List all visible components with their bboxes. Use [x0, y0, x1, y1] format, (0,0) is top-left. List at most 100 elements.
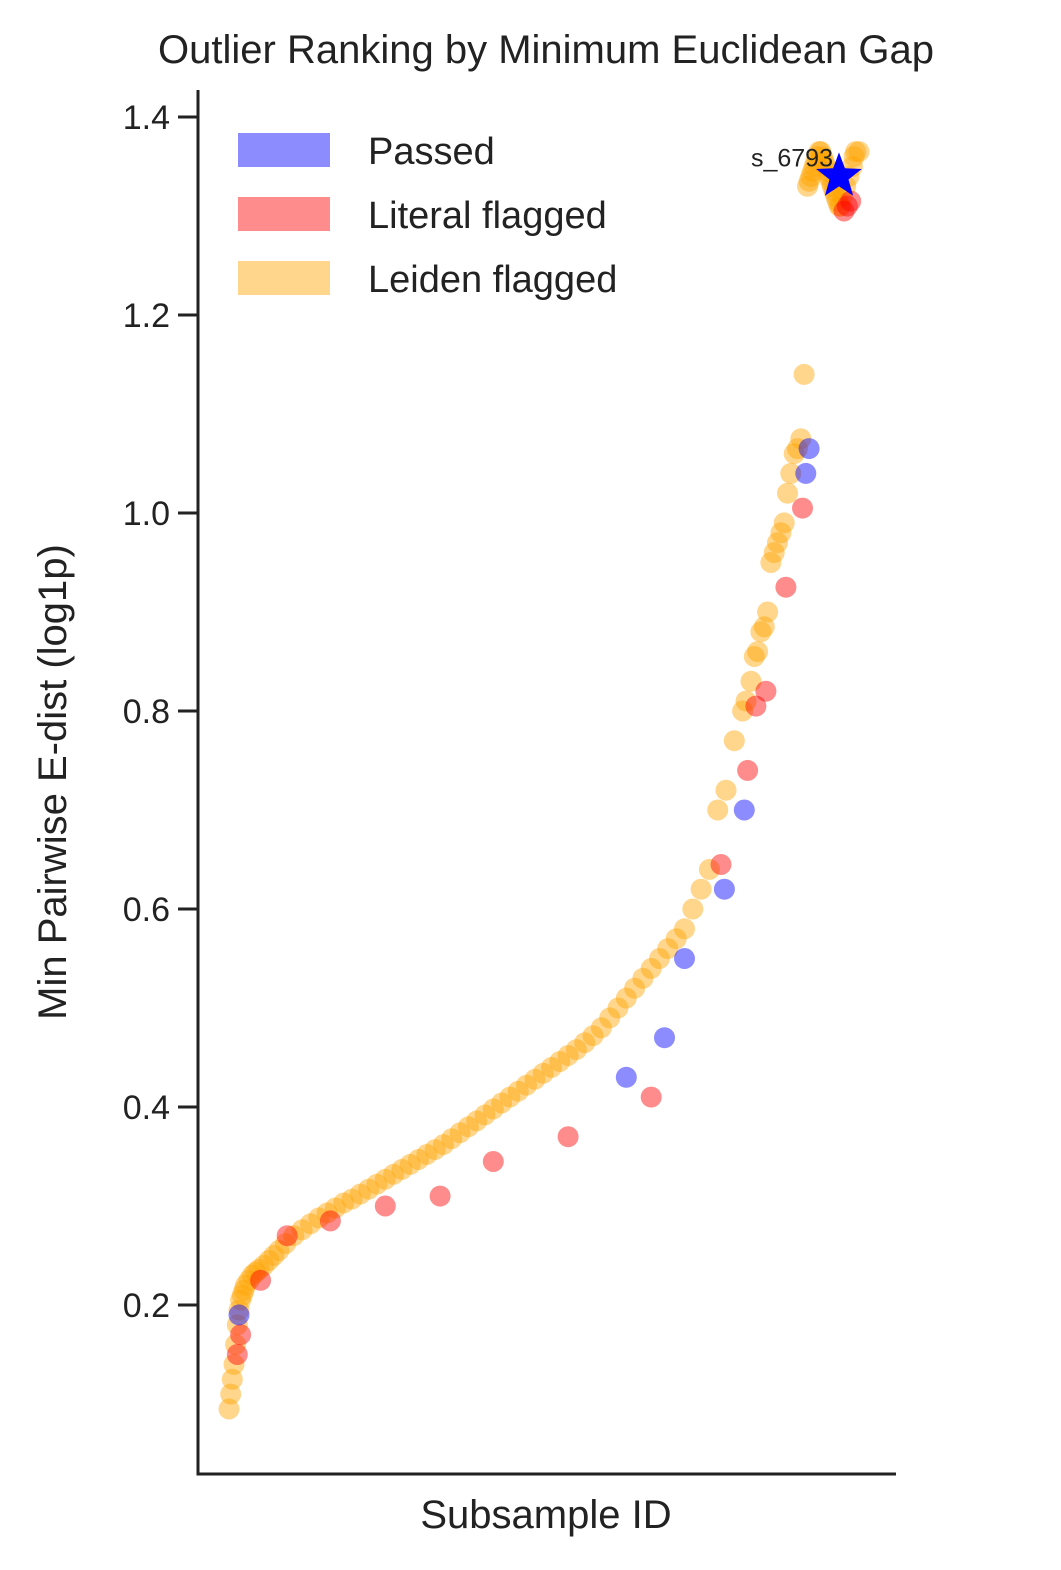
data-point	[221, 1368, 243, 1390]
data-point	[366, 1173, 388, 1195]
data-point	[449, 1122, 471, 1144]
data-point	[499, 1086, 521, 1108]
data-point	[230, 1324, 252, 1346]
data-point	[524, 1068, 546, 1090]
data-point	[226, 1344, 248, 1365]
data-point	[750, 621, 772, 643]
data-point	[780, 462, 802, 484]
data-point	[516, 1074, 537, 1096]
legend-swatch	[238, 261, 330, 295]
data-point	[732, 700, 754, 722]
data-point	[574, 1032, 596, 1054]
data-point	[300, 1213, 321, 1235]
data-point	[235, 1274, 257, 1296]
data-point	[429, 1185, 451, 1207]
data-point	[223, 1353, 245, 1375]
legend-swatch	[238, 197, 330, 231]
points-layer	[218, 141, 870, 1420]
data-point	[795, 462, 817, 484]
data-point	[248, 1258, 270, 1280]
data-point	[757, 601, 779, 623]
data-point	[840, 190, 862, 212]
data-point	[482, 1098, 504, 1120]
data-point	[615, 1066, 637, 1088]
data-point	[391, 1158, 413, 1180]
data-point	[482, 1151, 504, 1172]
data-point	[399, 1153, 421, 1175]
data-point	[657, 938, 679, 960]
data-point	[690, 878, 712, 900]
data-point	[565, 1039, 587, 1061]
data-point	[710, 854, 732, 875]
data-point	[640, 1086, 662, 1108]
data-point	[806, 146, 828, 168]
data-point	[276, 1225, 298, 1247]
data-point	[798, 438, 820, 460]
data-point	[615, 987, 637, 1009]
data-point	[826, 190, 848, 212]
y-tick-label: 0.4	[123, 1089, 170, 1127]
data-point	[557, 1126, 579, 1148]
data-point	[466, 1110, 488, 1132]
data-point	[760, 552, 782, 573]
data-point	[474, 1104, 496, 1126]
data-point	[532, 1062, 554, 1084]
data-point	[228, 1304, 250, 1326]
data-point	[238, 1269, 260, 1291]
highlight-annotation: s_6793	[751, 144, 833, 172]
data-point	[424, 1139, 446, 1161]
data-point	[773, 512, 795, 534]
data-point	[753, 616, 775, 638]
data-point	[800, 165, 822, 187]
y-tick-label: 0.6	[123, 891, 170, 929]
data-point	[803, 156, 825, 177]
data-point	[231, 1284, 253, 1306]
data-point	[682, 898, 704, 920]
data-point	[220, 1383, 242, 1405]
data-point	[707, 799, 729, 821]
data-point	[374, 1168, 396, 1190]
data-point	[723, 730, 745, 752]
data-point	[674, 918, 695, 940]
data-point	[747, 641, 769, 663]
data-point	[833, 200, 855, 222]
data-point	[811, 146, 833, 168]
data-point	[698, 858, 720, 880]
data-point	[253, 1254, 275, 1276]
data-point	[308, 1207, 330, 1229]
y-tick-label: 0.2	[123, 1287, 170, 1325]
data-point	[848, 141, 870, 163]
data-point	[767, 532, 788, 554]
data-point	[607, 997, 629, 1019]
data-point	[798, 170, 820, 192]
data-point	[793, 363, 815, 385]
data-point	[740, 670, 762, 692]
data-point	[226, 1314, 248, 1336]
y-ticks: 0.2 0.4 0.6 0.8 1.0 1.2 1.4	[123, 99, 198, 1325]
data-point	[432, 1134, 454, 1156]
data-point	[582, 1025, 604, 1047]
data-point	[632, 967, 654, 989]
data-point	[590, 1017, 612, 1039]
data-point	[324, 1197, 346, 1219]
data-point	[808, 141, 830, 163]
y-tick-label: 1.4	[123, 99, 170, 137]
data-point	[777, 482, 798, 504]
data-point	[828, 195, 850, 217]
data-point	[802, 161, 823, 182]
data-point	[649, 948, 670, 969]
data-point	[349, 1183, 371, 1205]
data-point	[283, 1225, 305, 1247]
data-point	[843, 146, 865, 168]
data-point	[770, 522, 792, 544]
chart-title: Outlier Ranking by Minimum Euclidean Gap	[158, 28, 934, 72]
legend-label: Leiden flagged	[368, 259, 617, 301]
data-point	[245, 1261, 267, 1283]
data-point	[763, 542, 785, 564]
data-point	[457, 1116, 479, 1138]
highlight-star-marker	[816, 152, 862, 196]
data-point	[233, 1279, 255, 1301]
data-point	[250, 1269, 272, 1291]
x-axis-label: Subsample ID	[420, 1493, 671, 1537]
